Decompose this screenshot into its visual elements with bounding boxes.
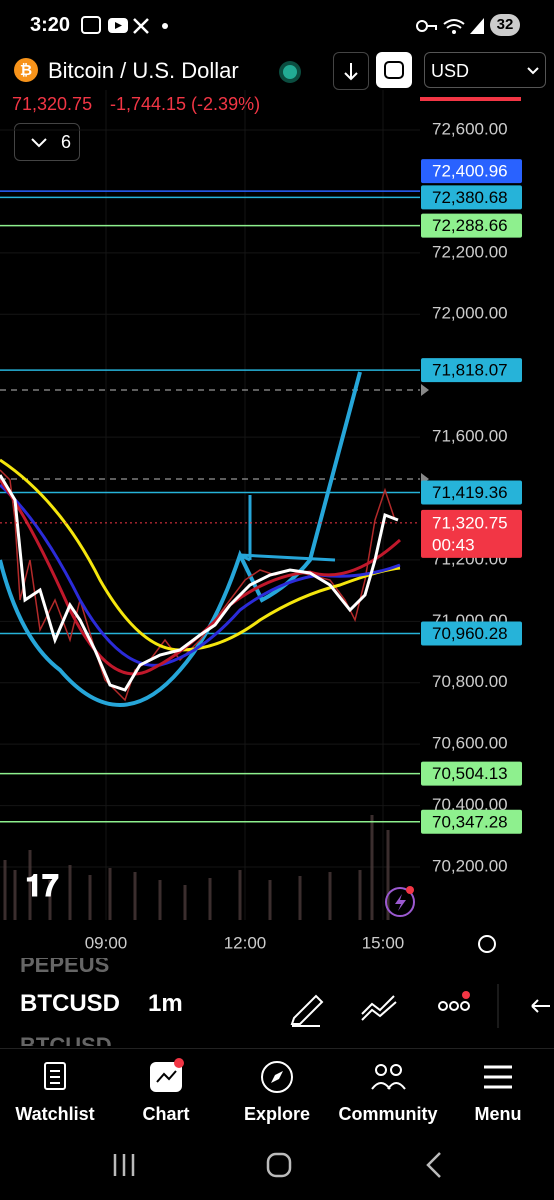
cup-drawing [0, 371, 362, 707]
price-tick-label: 71,600.00 [432, 427, 508, 446]
price-change: -1,744.15 (-2.39%) [110, 94, 261, 114]
level-label-bg [421, 761, 522, 786]
grid [0, 90, 420, 920]
symbol[interactable]: BTCUSD [20, 990, 120, 1017]
nav-icon [371, 1064, 406, 1090]
flash-button[interactable] [385, 887, 415, 917]
nav-label: Community [338, 1104, 438, 1124]
nav-icon [261, 1061, 293, 1093]
price-tick-label: 72,600.00 [432, 119, 508, 138]
price-bar [420, 97, 521, 101]
chart: 72,600.0072,200.0072,000.0071,600.0071,2… [0, 90, 522, 953]
time-tick-label: 15:00 [362, 933, 405, 952]
next-symbol[interactable]: BTCUSD [20, 1033, 112, 1046]
level-label-bg [421, 621, 522, 646]
down-button[interactable] [333, 52, 369, 90]
level-label: 70,504.13 [432, 764, 508, 783]
handle-drawing [239, 495, 336, 562]
indicator-count: 6 [61, 132, 72, 152]
price-tick-label: 70,200.00 [432, 856, 508, 875]
level-label-bg [421, 159, 522, 184]
last-price: 71,320.75 [12, 94, 93, 114]
level-label-bg [421, 480, 522, 505]
price-tick-label: 72,000.00 [432, 304, 508, 323]
alert-markers [421, 384, 429, 485]
price-tick-label: 70,600.00 [432, 734, 508, 753]
nav-icon [44, 1062, 66, 1090]
time-tick-label: 09:00 [85, 933, 128, 952]
interval[interactable]: 1m [148, 990, 183, 1017]
level-lines [0, 190, 420, 823]
level-label-bg [421, 809, 522, 834]
nav-label: Menu [474, 1104, 522, 1124]
symbol-title[interactable]: Bitcoin / U.S. Dollar [48, 58, 239, 83]
level-label-bg [421, 185, 522, 210]
countdown: 00:43 [432, 535, 475, 554]
time-tick-label: 12:00 [224, 933, 267, 952]
status-icons [81, 16, 168, 34]
flash-badge [406, 886, 414, 894]
level-label: 70,347.28 [432, 812, 508, 831]
level-label: 72,380.68 [432, 188, 508, 207]
status-time: 3:20 [30, 14, 71, 36]
tool-icons [290, 984, 550, 1028]
level-label: 70,960.28 [432, 624, 508, 643]
price-tick-label: 72,200.00 [432, 242, 508, 261]
time-axis: 09:00 12:00 15:00 [85, 933, 405, 952]
nav-label: Explore [243, 1104, 311, 1124]
price-tick-label: 70,800.00 [432, 672, 508, 691]
level-label: 72,288.66 [432, 216, 508, 235]
nav-icon [150, 1058, 184, 1092]
settings-icon[interactable] [478, 935, 496, 953]
current-price-label: 72,400.96 72,380.68 72,288.66 71,818.07 71,4… [421, 159, 522, 834]
status-right-icons [416, 18, 484, 34]
nav-item[interactable]: Chart [111, 1049, 221, 1129]
level-label: 71,818.07 [432, 361, 508, 380]
level-label-bg [421, 213, 522, 238]
nav-item[interactable]: Explore [222, 1049, 332, 1129]
ma-red [0, 479, 402, 676]
flash-icon [395, 894, 406, 911]
system-nav [113, 1152, 441, 1178]
level-label-bg [421, 358, 522, 383]
fullscreen-button[interactable] [376, 52, 412, 88]
battery: 32 [490, 14, 520, 36]
currency-select[interactable]: USD [424, 52, 546, 88]
undo-icon[interactable] [531, 999, 550, 1013]
nav-label: Chart [142, 1104, 190, 1124]
tv-logo: 𝟏𝟕 [25, 870, 59, 903]
nav-item[interactable]: Menu [443, 1049, 553, 1129]
nav-item[interactable]: Community [333, 1049, 443, 1129]
btc-icon: ₿ [14, 58, 38, 82]
svg-text:₿: ₿ [20, 62, 32, 79]
draw-icon[interactable] [290, 994, 324, 1027]
level-label: 72,400.96 [432, 162, 508, 181]
price-line [0, 474, 399, 692]
nav-icon [484, 1065, 512, 1089]
price-tick-label: 70,400.00 [432, 795, 508, 814]
indicators-icon[interactable] [361, 995, 397, 1021]
level-label: 71,419.36 [432, 483, 508, 502]
market-status [279, 61, 301, 83]
nav-label: Watchlist [15, 1104, 95, 1124]
volume [3, 815, 390, 920]
nav-item[interactable]: Watchlist [0, 1049, 110, 1129]
indicators-toggle[interactable]: 6 [14, 123, 80, 161]
currency: USD [431, 61, 470, 81]
bottom-nav: Watchlist Chart Explore Community Menu [0, 1048, 554, 1129]
current-price-bg [421, 509, 522, 558]
prev-symbol[interactable]: PEPEUS [20, 958, 110, 977]
current-price: 71,320.75 [432, 513, 508, 532]
